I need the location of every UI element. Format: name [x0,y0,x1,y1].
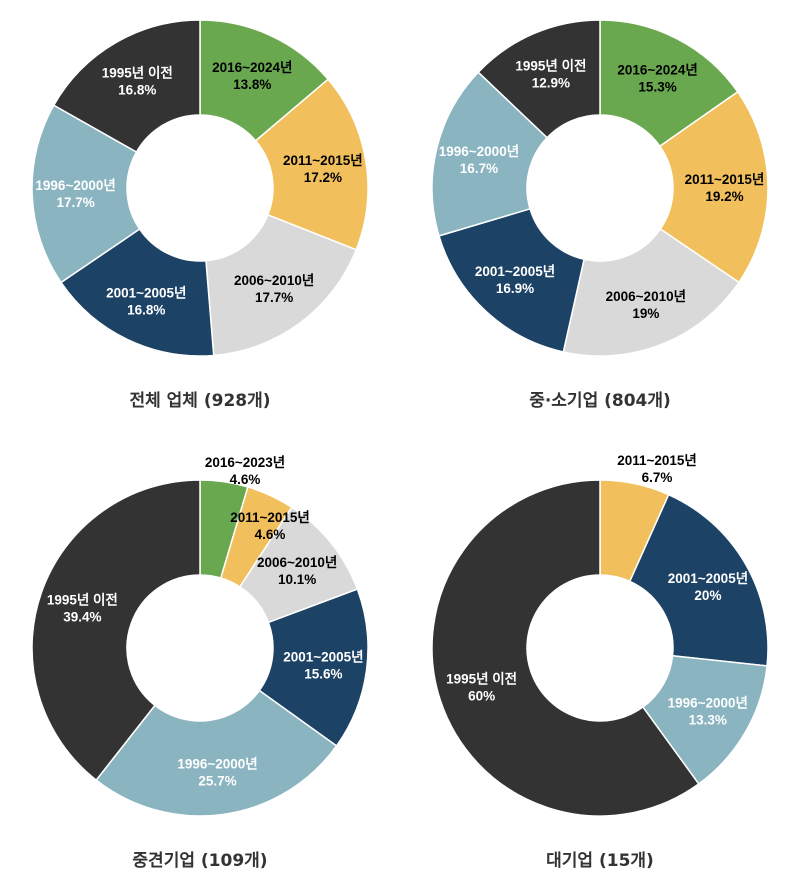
slice-label-value: 6.7% [642,470,673,485]
slice-label: 2001~2005년 16.9% [475,264,555,296]
slice-label-value: 25.7% [198,773,236,788]
slice-label-name: 2001~2005년 [283,649,363,664]
slice-label: 2006~2010년 10.1% [257,555,337,587]
donut-slice [562,227,740,357]
slice-label-value: 4.6% [230,472,261,487]
slice-label-value: 15.6% [304,666,342,681]
donut-slice [52,19,201,154]
slice-label-name: 2016~2024년 [617,63,697,78]
slice-label: 2006~2010년 17.7% [234,273,314,305]
slice-label-name: 2011~2015년 [230,510,310,525]
slice-label: 1996~2000년 13.3% [668,695,748,727]
slice-label-name: 2006~2010년 [257,555,337,570]
slice-label: 2016~2023년 4.6% [205,455,285,487]
slice-label: 1995년 이전 12.9% [515,58,586,91]
slice-label-name: 2016~2024년 [212,60,292,75]
slice-label-name: 1996~2000년 [668,695,748,710]
slice-label: 2016~2024년 15.3% [617,63,697,95]
slice-label-value: 16.8% [118,82,156,97]
slice-label-name: 2001~2005년 [106,285,186,300]
slice-label-name: 1996~2000년 [439,144,519,159]
slice-label-value: 19.2% [705,189,743,204]
slice-label-name: 1995년 이전 [515,58,586,74]
slice-label: 2006~2010년 19% [606,289,686,321]
slice-label-name: 1996~2000년 [35,178,115,193]
chart-title-all: 전체 업체 (928개) [129,391,271,411]
slice-label-value: 15.3% [638,80,676,95]
donut-slice [95,689,338,817]
donut-slice [599,19,739,148]
donut-slice [431,479,700,817]
slice-label: 1996~2000년 16.7% [439,144,519,176]
slice-label: 2001~2005년 16.8% [106,285,186,317]
slice-label-value: 4.6% [255,527,286,542]
slice-label: 2011~2015년 17.2% [283,153,363,185]
slice-label-name: 2006~2010년 [234,273,314,288]
slice-label-value: 16.7% [460,161,498,176]
slice-label-value: 39.4% [63,609,101,624]
donut-slice [258,588,369,747]
donut-slice [628,493,769,667]
donut-slice [431,71,549,237]
slice-label-value: 17.7% [255,290,293,305]
slice-label-value: 16.8% [127,302,165,317]
slice-label-value: 12.9% [532,76,570,91]
donut-slice [199,19,330,142]
slice-label-name: 2011~2015년 [685,172,765,187]
slice-label: 2011~2015년 4.6% [230,510,310,542]
slice-label: 1995년 이전 16.8% [102,64,173,97]
slice-label: 1995년 이전 60% [446,670,517,703]
slice-label-name: 2011~2015년 [617,453,697,468]
chart-title-sme: 중·소기업 (804개) [529,391,671,411]
slice-label-name: 1995년 이전 [47,591,118,607]
chart-title-large: 대기업 (15개) [546,851,654,871]
slice-label-name: 2001~2005년 [475,264,555,279]
slice-label-name: 1996~2000년 [177,756,257,771]
slice-label: 2001~2005년 15.6% [283,649,363,681]
donut-slice [60,227,215,357]
donut-slice [254,78,369,251]
donut-slice [205,213,358,357]
slice-label-name: 2006~2010년 [606,289,686,304]
slice-label-value: 19% [632,306,659,321]
slice-label-value: 10.1% [278,572,316,587]
slice-label: 2001~2005년 20% [668,571,748,603]
slice-label: 2011~2015년 19.2% [685,172,765,204]
slice-label-value: 17.2% [304,170,342,185]
slice-label-name: 2011~2015년 [283,153,363,168]
slice-label-name: 1995년 이전 [446,670,517,686]
slice-label-name: 2001~2005년 [668,571,748,586]
slice-label: 2016~2024년 13.8% [212,60,292,92]
slice-label-name: 2016~2023년 [205,455,285,470]
slice-label-value: 13.3% [689,712,727,727]
donut-slice [31,479,201,782]
slice-label: 1995년 이전 39.4% [47,591,118,624]
slice-label: 2011~2015년 6.7% [617,453,697,485]
donut-slice [477,19,601,139]
slice-label: 1996~2000년 25.7% [177,756,257,788]
donut-slice [658,90,769,284]
slice-label-value: 16.9% [496,281,534,296]
slice-label-value: 20% [694,588,721,603]
donut-slice [438,207,585,353]
chart-title-midsize: 중견기업 (109개) [132,851,268,871]
slice-label-value: 13.8% [233,77,271,92]
slice-label-value: 60% [468,688,495,703]
slice-label-name: 1995년 이전 [102,64,173,80]
donut-slice [31,104,141,284]
slice-label-value: 17.7% [56,195,94,210]
slice-label: 1996~2000년 17.7% [35,178,115,210]
